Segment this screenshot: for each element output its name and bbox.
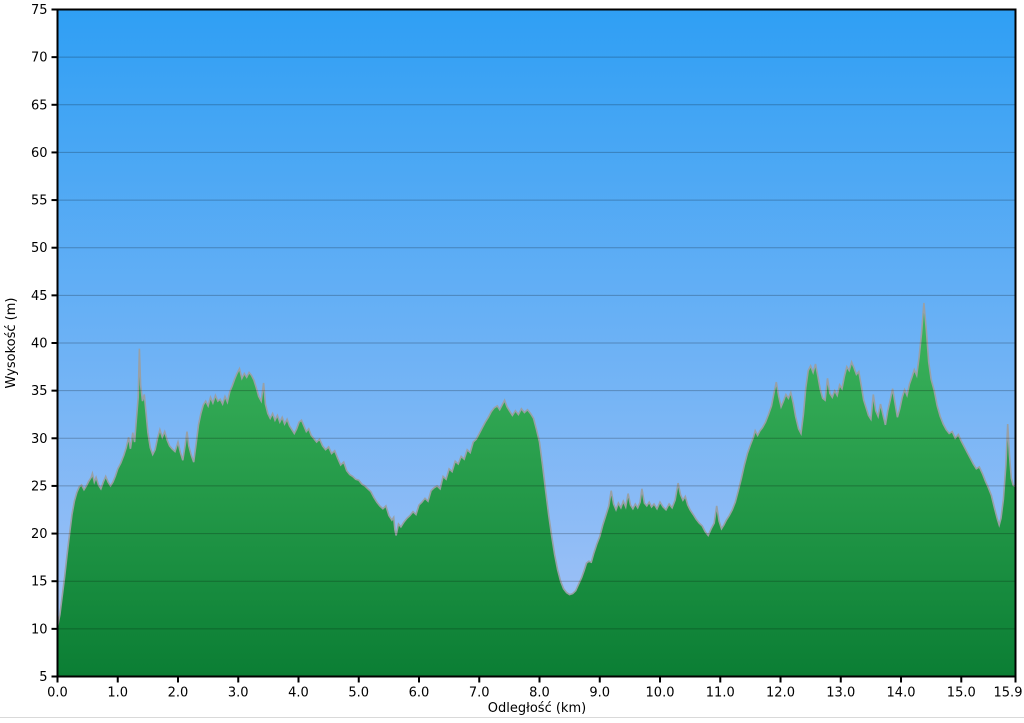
x-axis-ticks: 0.0 1.0 2.0 3.0 4.0 5.0 6.0 7.0 8.0 9.0 10.0 11.0 12… [47,676,1023,701]
svg-text:9.0: 9.0 [589,686,610,701]
svg-text:15.9: 15.9 [994,686,1023,701]
svg-text:12.0: 12.0 [766,686,795,701]
svg-text:5: 5 [39,670,47,685]
y-axis-title: Wysokość (m) [4,298,19,389]
svg-text:13.0: 13.0 [826,686,855,701]
svg-text:40: 40 [31,337,48,352]
svg-text:55: 55 [31,194,48,209]
svg-text:50: 50 [31,241,48,256]
svg-text:11.0: 11.0 [706,686,735,701]
svg-text:60: 60 [31,146,48,161]
svg-text:10.0: 10.0 [646,686,675,701]
svg-text:4.0: 4.0 [288,686,309,701]
svg-text:75: 75 [31,3,48,18]
svg-text:35: 35 [31,384,48,399]
svg-text:20: 20 [31,527,48,542]
terrain-area [56,302,1016,677]
gridlines [57,56,1016,630]
svg-text:25: 25 [31,479,48,494]
x-axis-title: Odległość (km) [488,701,586,716]
svg-text:7.0: 7.0 [469,686,490,701]
svg-text:70: 70 [31,51,48,66]
svg-text:6.0: 6.0 [409,686,430,701]
svg-text:30: 30 [31,432,48,447]
svg-text:1.0: 1.0 [107,686,128,701]
svg-text:14.0: 14.0 [887,686,916,701]
svg-text:45: 45 [31,289,48,304]
svg-text:5.0: 5.0 [348,686,369,701]
svg-text:8.0: 8.0 [529,686,550,701]
svg-text:0.0: 0.0 [47,686,68,701]
svg-text:15: 15 [31,575,48,590]
terrain-outline [56,302,1016,628]
svg-text:3.0: 3.0 [228,686,249,701]
svg-text:2.0: 2.0 [168,686,189,701]
svg-text:15.0: 15.0 [947,686,976,701]
svg-text:10: 10 [31,622,48,637]
y-axis-ticks: 5 10 15 20 25 30 35 40 45 50 55 60 65 70 75 [31,3,58,685]
svg-text:65: 65 [31,98,48,113]
